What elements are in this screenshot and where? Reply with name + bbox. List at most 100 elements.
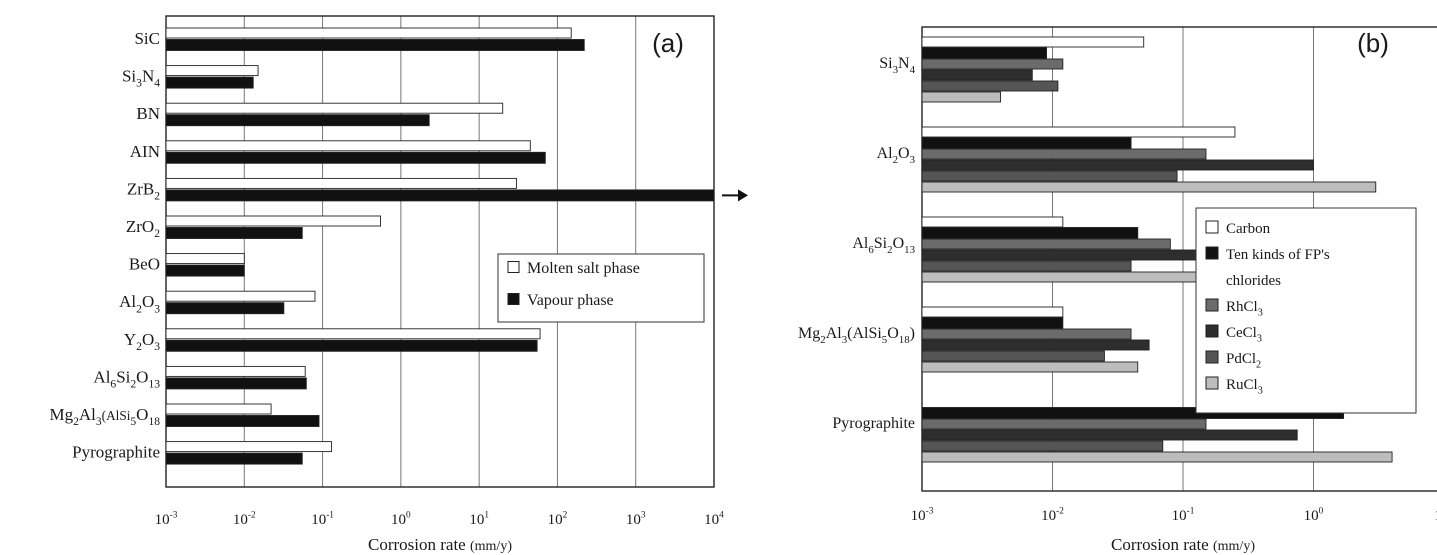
panel-label: (b) <box>1357 28 1389 58</box>
legend-label: Carbon <box>1226 221 1271 237</box>
legend-label: RuCl3​ <box>1226 377 1263 397</box>
arrow-head <box>738 189 748 202</box>
bar <box>165 441 332 453</box>
category-label: Al6​Si2​O13​ <box>93 367 160 390</box>
legend-swatch <box>1205 220 1219 234</box>
bar <box>921 159 1314 171</box>
tick-label: 10-3​ <box>155 511 178 528</box>
bar <box>921 328 1132 340</box>
bar <box>921 418 1207 430</box>
bar <box>921 181 1377 193</box>
category-label: Al6​Si2​O13​ <box>852 235 915 256</box>
bar <box>165 65 259 77</box>
bar <box>165 302 285 315</box>
bar <box>921 238 1171 250</box>
bar <box>165 452 303 465</box>
bar <box>921 58 1064 70</box>
tick-label: 10-2​ <box>233 511 256 528</box>
legend-label: chlorides <box>1226 273 1281 289</box>
legend: Molten salt phase Vapour phase <box>497 253 705 323</box>
bar <box>921 317 1064 329</box>
tick-label: 10-3​ <box>911 507 934 524</box>
bar <box>921 170 1178 182</box>
chart-panel-a: SiC Si3​N4​ BN AIN ZrB2​ ZrO2​ BeO Al2​O3​ Y2​O3… <box>49 15 748 554</box>
bar <box>921 80 1059 92</box>
category-label: Pyrographite <box>832 415 915 432</box>
legend-label: PdCl2​ <box>1226 351 1261 371</box>
bar <box>921 271 1207 283</box>
bar <box>165 227 303 239</box>
category-label: Al2​O3​ <box>119 292 160 315</box>
bar <box>921 440 1164 452</box>
bar <box>921 216 1064 228</box>
bar <box>921 148 1207 160</box>
tick-label: 100​ <box>391 511 411 528</box>
category-label: BeO <box>129 255 160 274</box>
bar <box>921 350 1105 362</box>
tick-label: 10-1​ <box>311 511 334 528</box>
bar <box>921 361 1139 373</box>
legend-frame <box>1195 207 1417 414</box>
bar <box>921 137 1132 149</box>
tick-label: 104​ <box>704 511 724 528</box>
tick-label: 10-1​ <box>1172 507 1195 524</box>
category-label: Pyrographite <box>72 443 160 462</box>
bar <box>165 264 245 277</box>
bar <box>921 429 1298 441</box>
bar <box>165 177 517 189</box>
bar <box>921 260 1132 272</box>
bar <box>165 151 546 164</box>
bar <box>165 415 320 427</box>
bar <box>921 451 1393 463</box>
tick-label: 103​ <box>626 511 646 528</box>
tick-label: 10-2​ <box>1041 507 1064 524</box>
category-label: ZrO2​ <box>126 217 160 240</box>
bar <box>921 126 1236 138</box>
bar <box>921 69 1033 81</box>
category-label: ZrB2​ <box>127 179 160 202</box>
bar <box>165 102 504 114</box>
tick-label: 101​ <box>469 511 489 528</box>
legend-label: RhCl3​ <box>1226 299 1263 319</box>
category-label: Mg2​Al3​(AlSi5​O18​ <box>49 405 160 428</box>
bar <box>921 47 1047 59</box>
category-label: Y2​O3​ <box>124 330 160 353</box>
legend-swatch <box>1205 376 1219 390</box>
legend-swatch <box>1205 350 1219 364</box>
bar <box>165 290 316 302</box>
bar <box>921 339 1150 351</box>
bar <box>921 227 1139 239</box>
panel-label: (a) <box>652 28 684 58</box>
bar <box>921 36 1145 48</box>
bar <box>921 91 1002 103</box>
plot-frame <box>165 15 715 488</box>
legend: Carbon Ten kinds of FP's chlorides RhCl3​ Ce… <box>1195 207 1417 414</box>
legend-label: Vapour phase <box>527 292 614 309</box>
bar <box>165 27 572 39</box>
category-label: BN <box>136 104 160 123</box>
bar <box>921 306 1064 318</box>
legend-swatch <box>1205 298 1219 312</box>
legend-label: Ten kinds of FP's <box>1226 247 1330 263</box>
tick-label: 102​ <box>548 511 568 528</box>
legend-swatch <box>507 293 520 305</box>
legend-frame <box>497 253 705 323</box>
legend-swatch <box>1205 324 1219 338</box>
category-label: Si3​N4​ <box>879 55 915 76</box>
category-label: SiC <box>134 29 160 48</box>
bar <box>165 215 381 227</box>
legend-swatch <box>507 261 520 273</box>
category-label: AIN <box>130 142 160 161</box>
bar <box>165 76 254 89</box>
tick-label: 101​ <box>1434 507 1437 524</box>
legend-label: Molten salt phase <box>527 260 640 277</box>
bar <box>165 365 306 377</box>
bar <box>165 253 245 265</box>
category-label: Mg2​Al3​(AlSi5​O18​) <box>798 325 915 346</box>
bar <box>165 403 272 415</box>
bar <box>165 189 715 202</box>
legend-label: CeCl3​ <box>1226 325 1262 345</box>
tick-label: 100​ <box>1304 507 1324 524</box>
x-axis-label: Corrosion rate (mm/y) <box>368 535 512 554</box>
